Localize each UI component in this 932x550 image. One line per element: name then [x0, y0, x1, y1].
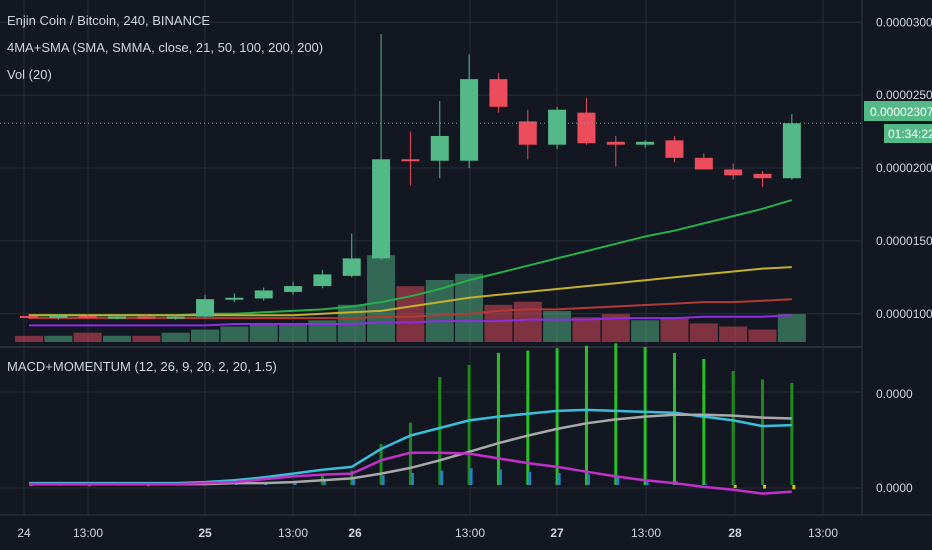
time-axis-tick: 13:00	[278, 526, 308, 540]
macd-indicator-label[interactable]: MACD+MOMENTUM (12, 26, 9, 20, 2, 20, 1.5…	[7, 359, 277, 374]
time-axis-tick: 24	[17, 526, 31, 540]
time-axis-tick: 25	[198, 526, 212, 540]
candle-body	[606, 141, 625, 145]
moving-average-line	[29, 314, 792, 327]
time-axis-tick: 26	[348, 526, 362, 540]
candle-body	[372, 159, 391, 259]
volume-bar	[73, 332, 102, 342]
volume-bar	[15, 335, 43, 342]
macd-axis-tick: 0.0000	[876, 481, 913, 495]
candle-body	[401, 159, 420, 162]
volume-bar	[572, 317, 601, 342]
volume-bar	[308, 320, 337, 342]
volume-bar	[689, 323, 718, 342]
volume-bar	[44, 335, 73, 342]
candle-body	[254, 290, 273, 299]
volume-bar	[161, 332, 190, 342]
candle-body	[724, 169, 743, 176]
candle-body	[548, 109, 567, 145]
time-axis-tick: 13:00	[631, 526, 661, 540]
candle-body	[753, 173, 772, 179]
price-badge: 0.00002307 01:34:22	[864, 101, 932, 143]
volume-bar	[455, 273, 484, 342]
candle-body	[665, 140, 684, 158]
time-axis-tick: 28	[728, 526, 742, 540]
candle-body	[430, 135, 449, 161]
symbol-title[interactable]: Enjin Coin / Bitcoin, 240, BINANCE	[7, 13, 210, 28]
price-badge-value: 0.00002307	[870, 105, 932, 119]
moving-average-line	[29, 298, 792, 320]
volume-bar	[191, 329, 220, 342]
time-axis: 24 13:00 25 13:00 26 13:00 27 13:00 28 13:00	[17, 526, 838, 540]
candlesticks	[20, 33, 801, 320]
candle-body	[225, 297, 244, 300]
candle-body	[577, 112, 596, 144]
candle-body	[20, 315, 38, 318]
countdown-badge-bg	[884, 124, 932, 143]
volume-bar	[631, 320, 660, 342]
candle-body	[108, 316, 127, 319]
candle-body	[313, 274, 332, 287]
volume-bar	[748, 329, 777, 342]
volume-bar	[132, 335, 161, 342]
time-axis-tick: 13:00	[73, 526, 103, 540]
candle-body	[694, 157, 713, 170]
volume-bar	[513, 301, 542, 342]
macd-pane	[29, 343, 796, 495]
volume-bar	[367, 255, 396, 342]
volume-bar	[660, 317, 689, 342]
volume-bar	[777, 314, 806, 342]
moving-average-line	[29, 266, 792, 317]
time-axis-tick: 13:00	[808, 526, 838, 540]
volume-bar	[249, 323, 278, 342]
grid	[0, 0, 862, 515]
candle-body	[636, 141, 655, 145]
price-badge-bg	[864, 101, 932, 121]
moving-averages	[29, 199, 793, 327]
candle-body	[78, 315, 97, 318]
volume-indicator-label[interactable]: Vol (20)	[7, 67, 52, 82]
time-axis-tick: 13:00	[455, 526, 485, 540]
candle-body	[782, 123, 801, 179]
candle-body	[137, 316, 156, 319]
volume-bar	[719, 326, 748, 342]
macd-series-line	[29, 451, 792, 495]
candle-body	[518, 121, 537, 145]
volume-bar	[279, 323, 308, 342]
candle-body	[342, 258, 361, 276]
macd-axis: 0.0000 0.0000	[876, 387, 913, 495]
macd-axis-tick: 0.0000	[876, 387, 913, 401]
volume-bar	[220, 326, 249, 342]
time-axis-tick: 27	[550, 526, 564, 540]
countdown-badge: 01:34:22	[888, 127, 932, 141]
candle-body	[196, 299, 215, 317]
ma-indicator-label[interactable]: 4MA+SMA (SMA, SMMA, close, 21, 50, 100, …	[7, 40, 323, 55]
candle-body	[460, 79, 479, 161]
candle-body	[489, 79, 508, 107]
candle-body	[166, 316, 185, 319]
candle-body	[49, 315, 68, 318]
candle-body	[284, 286, 303, 292]
volume-bar	[543, 311, 572, 342]
volume-bar	[103, 335, 132, 342]
